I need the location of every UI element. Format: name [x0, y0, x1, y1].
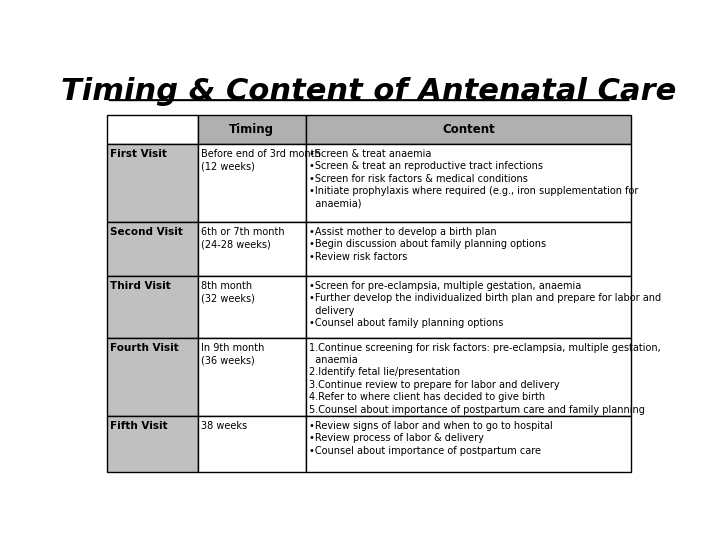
Text: Timing: Timing: [229, 123, 274, 136]
Text: •Screen & treat anaemia
•Screen & treat an reproductive tract infections
•Screen: •Screen & treat anaemia •Screen & treat …: [310, 149, 639, 208]
FancyBboxPatch shape: [107, 416, 197, 472]
FancyBboxPatch shape: [107, 222, 197, 276]
Text: 38 weeks: 38 weeks: [201, 421, 247, 431]
Text: 1.Continue screening for risk factors: pre-eclampsia, multiple gestation,
  anae: 1.Continue screening for risk factors: p…: [310, 343, 661, 415]
Text: Content: Content: [442, 123, 495, 136]
FancyBboxPatch shape: [197, 338, 306, 416]
FancyBboxPatch shape: [306, 144, 631, 222]
Text: First Visit: First Visit: [110, 149, 167, 159]
Text: In 9th month
(36 weeks): In 9th month (36 weeks): [201, 343, 264, 365]
Text: Before end of 3rd month
(12 weeks): Before end of 3rd month (12 weeks): [201, 149, 320, 171]
Text: Second Visit: Second Visit: [110, 227, 183, 237]
FancyBboxPatch shape: [107, 144, 197, 222]
FancyBboxPatch shape: [197, 144, 306, 222]
FancyBboxPatch shape: [306, 114, 631, 144]
Text: •Assist mother to develop a birth plan
•Begin discussion about family planning o: •Assist mother to develop a birth plan •…: [310, 227, 546, 262]
FancyBboxPatch shape: [306, 338, 631, 416]
FancyBboxPatch shape: [107, 276, 197, 338]
Text: Third Visit: Third Visit: [110, 281, 171, 291]
Text: •Review signs of labor and when to go to hospital
•Review process of labor & del: •Review signs of labor and when to go to…: [310, 421, 553, 456]
FancyBboxPatch shape: [197, 416, 306, 472]
Text: 6th or 7th month
(24-28 weeks): 6th or 7th month (24-28 weeks): [201, 227, 284, 249]
Text: Fourth Visit: Fourth Visit: [110, 343, 179, 353]
Text: Timing & Content of Antenatal Care: Timing & Content of Antenatal Care: [61, 77, 677, 106]
FancyBboxPatch shape: [107, 338, 197, 416]
Text: •Screen for pre-eclampsia, multiple gestation, anaemia
•Further develop the indi: •Screen for pre-eclampsia, multiple gest…: [310, 281, 662, 328]
FancyBboxPatch shape: [197, 222, 306, 276]
FancyBboxPatch shape: [107, 114, 197, 144]
Text: Fifth Visit: Fifth Visit: [110, 421, 168, 431]
FancyBboxPatch shape: [197, 276, 306, 338]
FancyBboxPatch shape: [306, 222, 631, 276]
Text: 8th month
(32 weeks): 8th month (32 weeks): [201, 281, 255, 303]
FancyBboxPatch shape: [306, 276, 631, 338]
FancyBboxPatch shape: [197, 114, 306, 144]
FancyBboxPatch shape: [306, 416, 631, 472]
